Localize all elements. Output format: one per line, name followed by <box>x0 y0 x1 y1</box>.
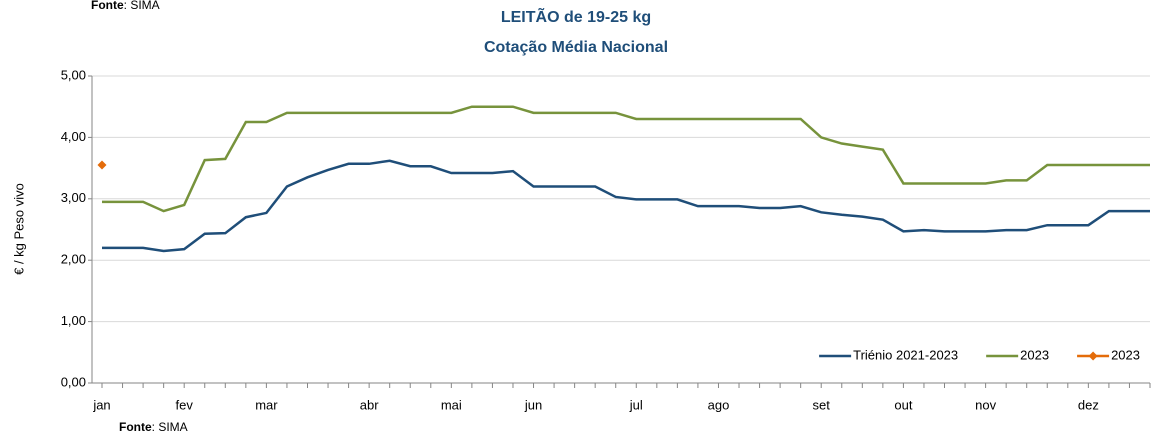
x-tick-label: mai <box>441 397 462 412</box>
source-label: Fonte <box>119 420 152 434</box>
legend-item: 2023 <box>1077 347 1140 362</box>
y-tick-label: 5,00 <box>61 67 86 82</box>
source-label: Fonte <box>91 0 124 12</box>
y-tick-label: 1,00 <box>61 313 86 328</box>
x-tick-label: set <box>813 397 831 412</box>
x-tick-label: out <box>894 397 912 412</box>
x-tick-label: abr <box>360 397 379 412</box>
source-text: : SIMA <box>124 0 160 12</box>
series-line <box>102 159 1150 253</box>
legend-item: 2023 <box>986 347 1049 362</box>
y-tick-label: 0,00 <box>61 374 86 389</box>
y-tick-label: 3,00 <box>61 190 86 205</box>
chart-title: LEITÃO de 19-25 kg <box>501 6 651 26</box>
y-tick-label: 4,00 <box>61 129 86 144</box>
legend-item: Triénio 2021-2023 <box>819 347 958 362</box>
x-tick-label: nov <box>975 397 996 412</box>
chart-subtitle: Cotação Média Nacional <box>484 39 668 56</box>
series-marker <box>97 160 107 170</box>
x-tick-label: jun <box>524 397 542 412</box>
source: Fonte: SIMA <box>91 0 160 12</box>
series-line <box>102 105 1150 213</box>
x-tick-label: ago <box>708 397 730 412</box>
legend: Triénio 2021-2023 2023 2023 <box>819 347 1140 362</box>
legend-label: 2023 <box>1111 347 1140 362</box>
x-tick-label: jan <box>92 397 110 412</box>
legend-label: Triénio 2021-2023 <box>853 347 958 362</box>
x-tick-label: dez <box>1078 397 1099 412</box>
y-axis-label: € / kg Peso vivo <box>11 183 26 275</box>
legend-marker <box>1088 351 1098 361</box>
y-tick-label: 2,00 <box>61 252 86 267</box>
source: Fonte: SIMA <box>119 420 188 434</box>
legend-label: 2023 <box>1020 347 1049 362</box>
x-tick-label: mar <box>255 397 278 412</box>
x-tick-label: fev <box>176 397 194 412</box>
x-tick-label: jul <box>629 397 643 412</box>
source-text: : SIMA <box>152 420 188 434</box>
